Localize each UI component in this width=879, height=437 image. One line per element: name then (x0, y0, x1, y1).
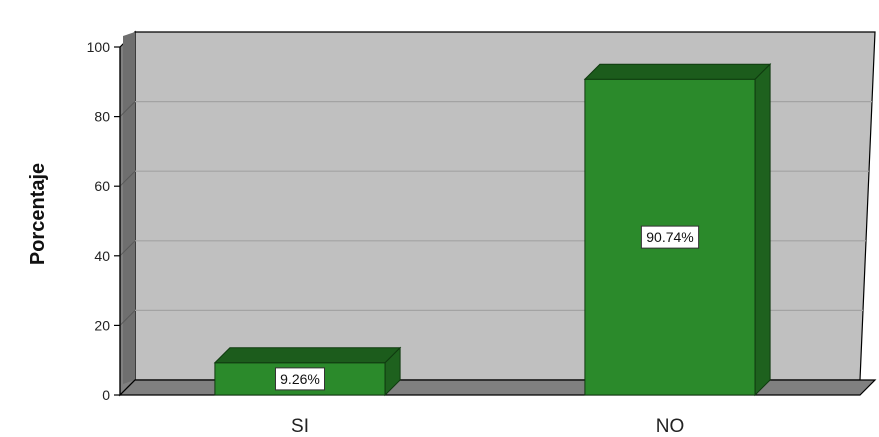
bar-top-no (583, 63, 772, 80)
data-label-si: 9.26% (275, 367, 325, 391)
data-label-no: 90.74% (640, 225, 700, 249)
y-tick-label-60: 60 (94, 178, 110, 194)
bar-no (583, 63, 772, 397)
bar-side-no (754, 63, 771, 397)
bar-top-si (213, 347, 402, 364)
wall-gridline-40 (119, 240, 136, 257)
x-axis: SI NO (291, 416, 684, 437)
data-label-box-si (275, 367, 325, 391)
wall-gridline-60 (119, 170, 136, 187)
data-label-text-no: 90.74% (646, 229, 693, 245)
y-tick-label-80: 80 (94, 109, 110, 125)
y-tick-label-40: 40 (94, 248, 110, 264)
bar-side-si (384, 346, 401, 397)
y-axis: 0 20 40 60 80 100 (87, 39, 121, 403)
x-tick-label-si: SI (291, 416, 309, 437)
x-tick-label-no: NO (656, 416, 685, 437)
y-tick-label-0: 0 (102, 387, 110, 403)
y-tick-label-20: 20 (94, 317, 110, 333)
y-tick-label-100: 100 (87, 39, 111, 55)
data-label-text-si: 9.26% (280, 371, 320, 387)
data-labels: 9.26% 90.74% (275, 225, 700, 391)
y-axis-label: Porcentaje (27, 163, 49, 265)
wall-gridline-20 (119, 310, 136, 326)
wall-gridline-80 (119, 101, 136, 117)
plot-left-wall-shade (123, 32, 135, 384)
data-label-box-no (640, 225, 700, 249)
